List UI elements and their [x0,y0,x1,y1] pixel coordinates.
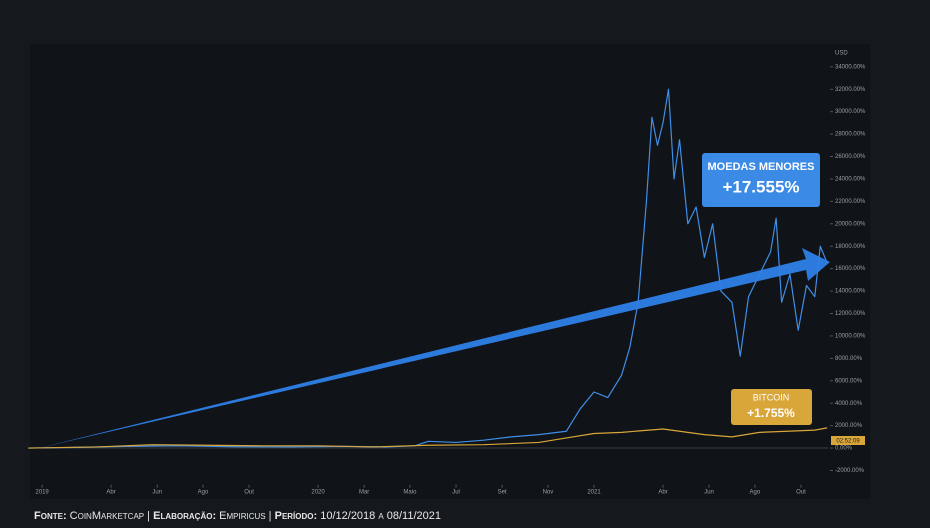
footer-label: Período: [275,510,318,522]
annotation-title: MOEDAS MENORES [708,161,815,173]
y-tick-label: 18000.00% [835,244,866,250]
x-tick-label: Jun [152,489,162,495]
x-tick-label: Abr [106,489,115,495]
y-tick-label: 12000.00% [835,311,866,317]
x-tick-label: Jun [704,489,714,495]
y-tick-label: 30000.00% [835,109,866,115]
y-tick-label: 32000.00% [835,87,866,93]
footer-text: CoinMarketcap [70,510,144,522]
price-tag-box [831,436,865,445]
y-tick-label: 8000.00% [835,356,863,362]
y-tick-label: 22000.00% [835,199,866,205]
y-tick-label: 10000.00% [835,334,866,340]
annotation-title: BITCOIN [753,392,790,402]
x-tick-label: Jul [452,489,460,495]
x-tick-label: Maio [403,489,417,495]
footer-label: Fonte: [34,510,67,522]
series-line [28,427,828,449]
x-tick-label: Set [498,489,507,495]
plot-panel [30,44,870,499]
y-axis-label: USD [835,51,848,57]
x-tick-label: Out [244,489,254,495]
x-tick-label: Nov [543,489,554,495]
y-tick-label: -2000.00% [835,468,865,474]
annotation-value: +17.555% [722,177,799,196]
footer: Fonte: CoinMarketcap | Elaboração: Empir… [34,510,441,522]
y-tick-label: 28000.00% [835,132,866,138]
annotation-box [702,153,820,207]
y-tick-label: 34000.00% [835,64,866,70]
y-tick-label: 14000.00% [835,289,866,295]
y-tick-label: 6000.00% [835,378,863,384]
x-tick-label: Abr [658,489,667,495]
x-tick-label: Ago [198,489,209,495]
price-tag: 02:52:09 [836,439,860,445]
y-tick-label: 20000.00% [835,221,866,227]
y-tick-label: 0.00% [835,446,853,452]
y-tick-label: 4000.00% [835,401,863,407]
y-tick-label: 16000.00% [835,266,866,272]
x-tick-label: Out [796,489,806,495]
footer-text: 10/12/2018 a 08/11/2021 [320,510,441,522]
y-tick-label: 2000.00% [835,423,863,429]
x-tick-label: 2020 [311,489,325,495]
annotation-value: +1.755% [747,406,795,420]
x-tick-label: 2021 [587,489,601,495]
y-tick-label: 26000.00% [835,154,866,160]
footer-label: Elaboração: [153,510,216,522]
y-tick-label: 24000.00% [835,177,866,183]
x-tick-label: Mar [359,489,369,495]
annotation-box [731,389,812,425]
footer-text: Empiricus [219,510,265,522]
x-tick-label: Ago [750,489,761,495]
x-tick-label: 2019 [35,489,49,495]
